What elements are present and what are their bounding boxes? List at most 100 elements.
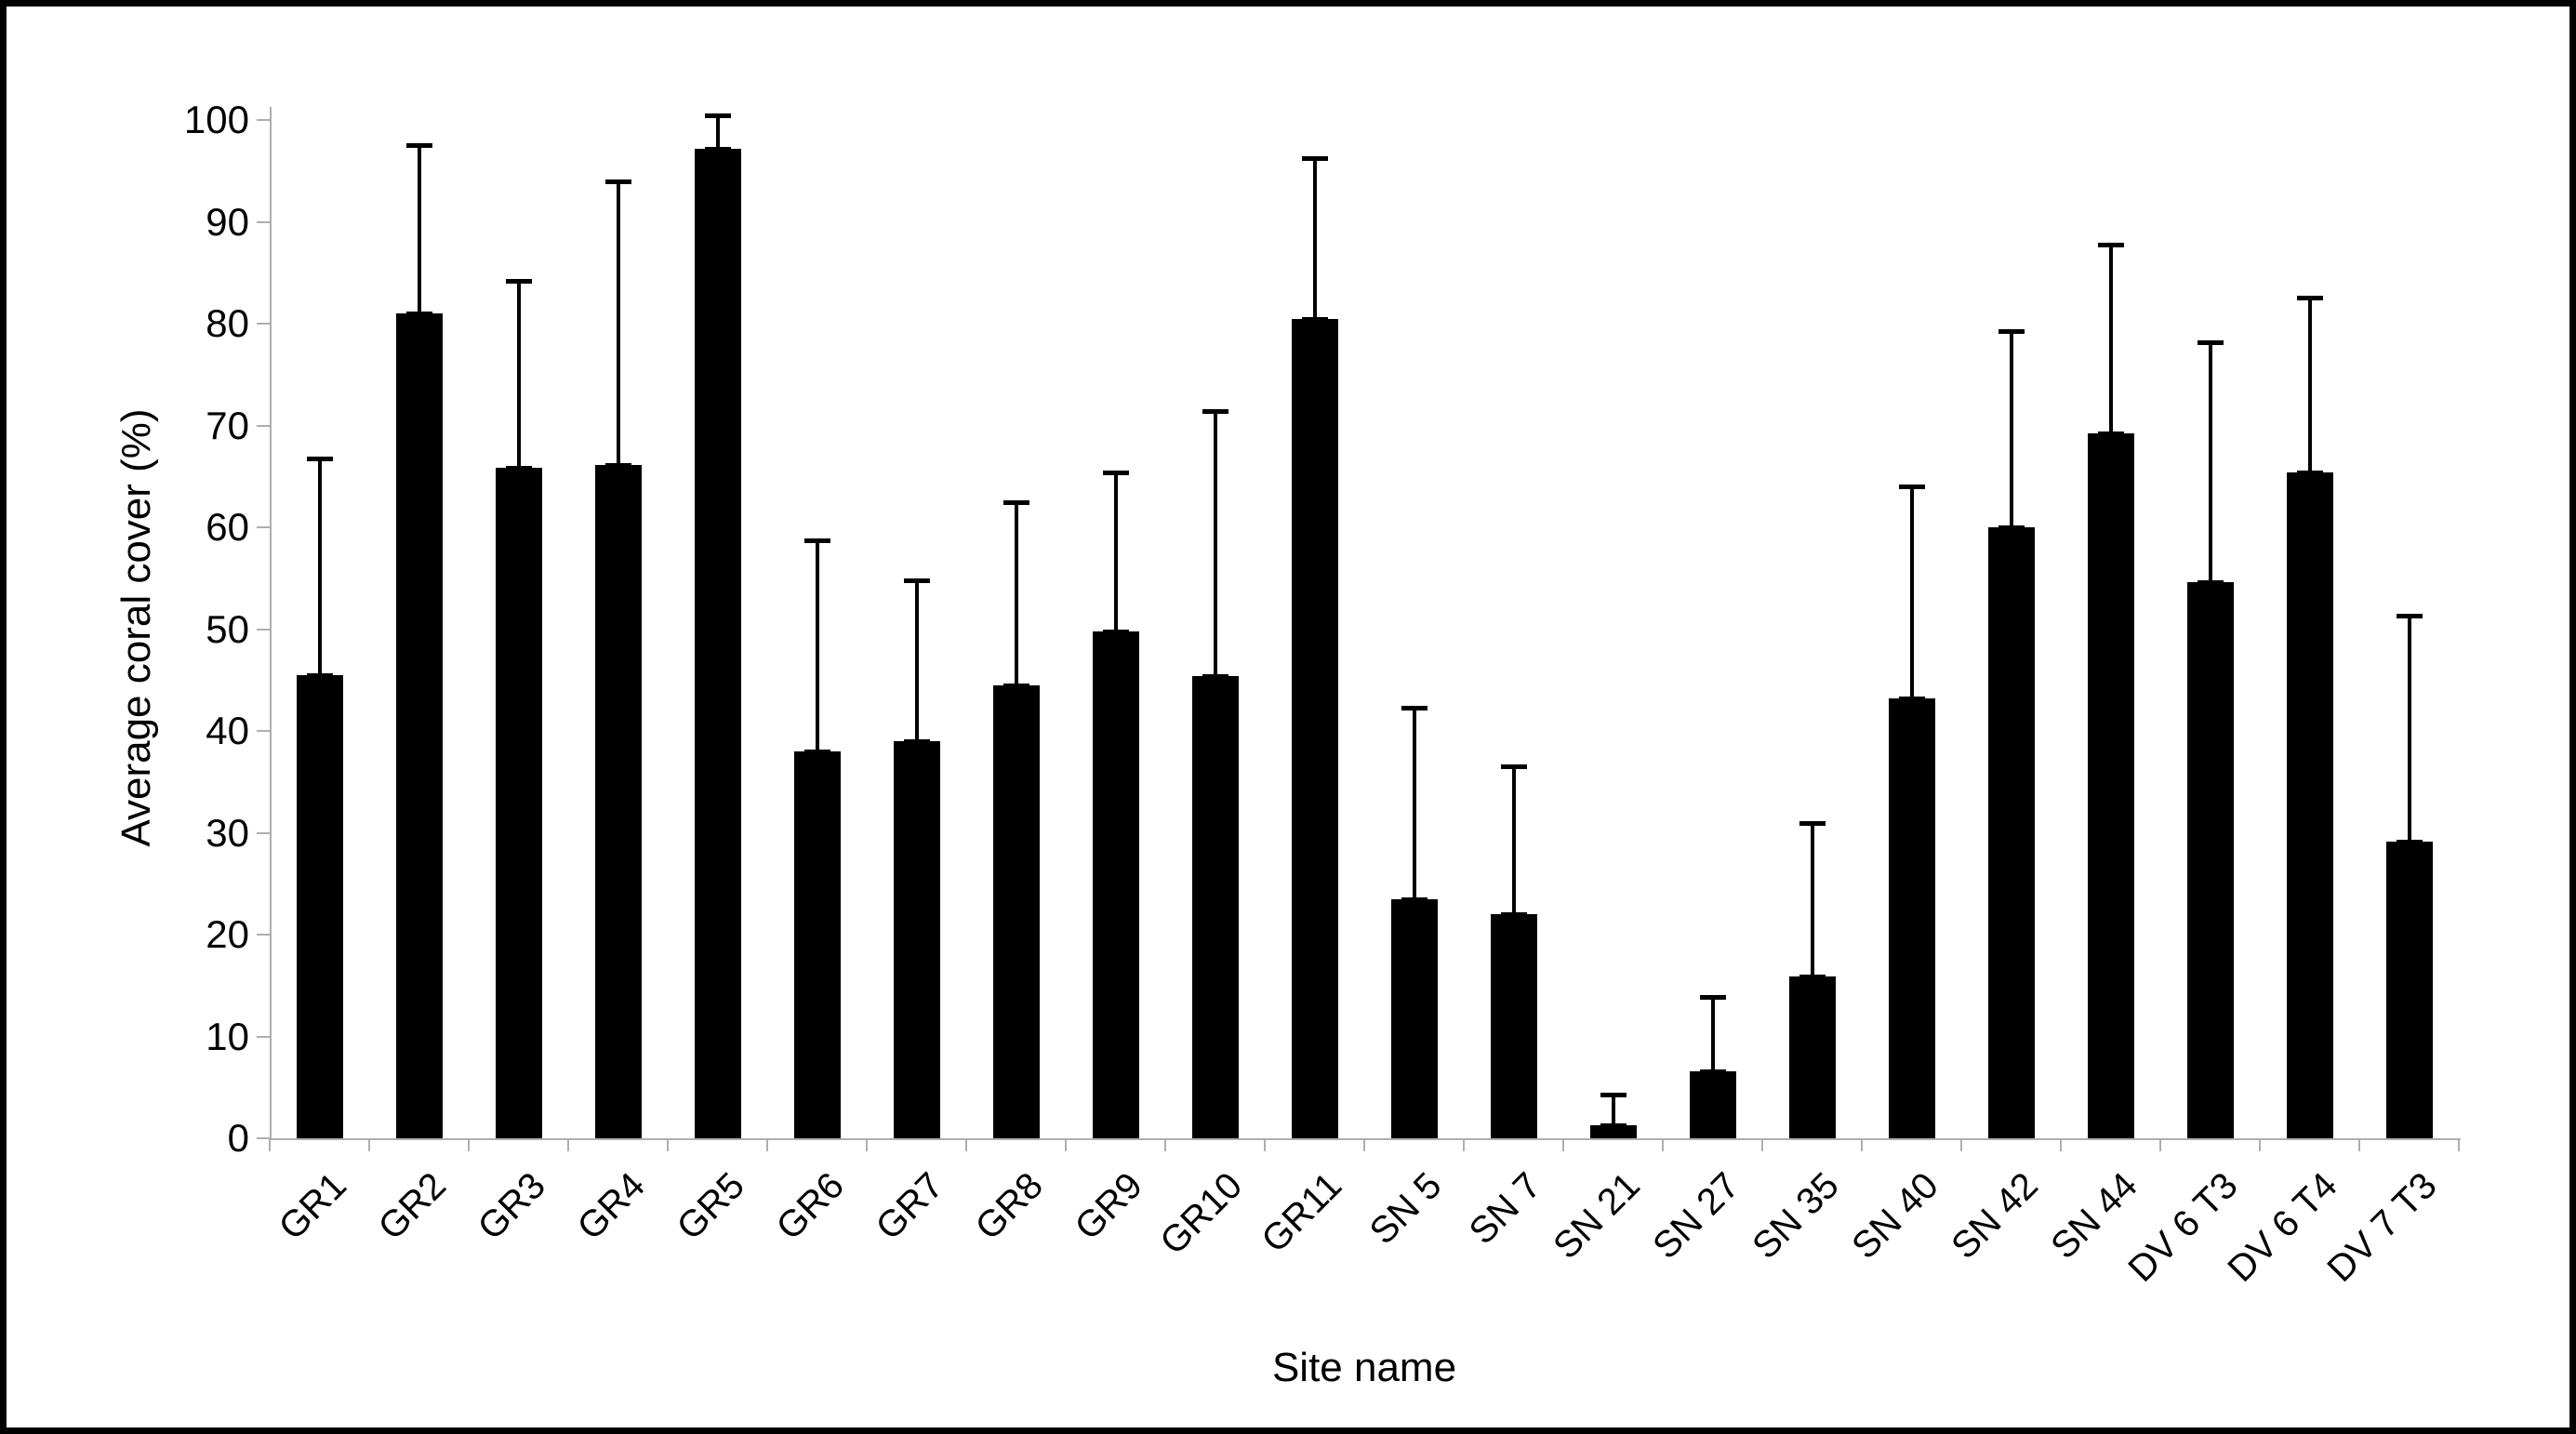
x-axis-title: Site name [1271, 1345, 1457, 1390]
y-tick-label: 60 [206, 505, 249, 549]
x-tick-label-gr10: GR10 [1152, 1164, 1251, 1263]
bar-gr4 [594, 465, 642, 1138]
y-tick-label: 20 [206, 912, 249, 956]
error-bar-bottom-cap [405, 312, 432, 317]
error-bar-line [914, 579, 919, 743]
error-bar-bottom-cap [1699, 1069, 1726, 1074]
y-tick-label: 90 [206, 199, 249, 244]
x-tick-mark [766, 1138, 768, 1151]
error-bar-bottom-cap [704, 146, 731, 152]
y-axis-title: Average coral cover (%) [113, 408, 159, 847]
error-bar-line [815, 540, 819, 753]
x-tick-mark [2458, 1138, 2460, 1151]
error-bar-bottom-cap [1102, 629, 1129, 634]
x-tick-label-gr5: GR5 [669, 1164, 753, 1248]
error-bar-line [2108, 244, 2113, 436]
bar-sn-7 [1490, 914, 1537, 1138]
x-tick-label-gr6: GR6 [768, 1164, 853, 1248]
x-tick-mark [1662, 1138, 1664, 1151]
x-tick-label-gr11: GR11 [1254, 1164, 1350, 1261]
x-tick-mark [866, 1138, 868, 1151]
error-bar-top-cap [1301, 155, 1328, 161]
error-bar-bottom-cap [1301, 316, 1328, 322]
x-tick-label-sn-40: SN 40 [1844, 1164, 1947, 1268]
error-bar-bottom-cap [1799, 974, 1826, 979]
bar-gr2 [395, 313, 443, 1138]
bar-gr5 [694, 148, 741, 1138]
error-bar-top-cap [2097, 242, 2124, 247]
error-bar-top-cap [405, 143, 432, 149]
x-tick-mark [2060, 1138, 2062, 1151]
error-bar-line [1611, 1094, 1615, 1127]
x-tick-label-sn-5: SN 5 [1361, 1164, 1450, 1253]
y-tick-label: 0 [227, 1116, 249, 1160]
y-tick-mark [257, 1137, 270, 1139]
y-tick-mark [257, 831, 270, 834]
x-tick-label-dv-6-t4: DV 6 T4 [2219, 1164, 2345, 1290]
error-bar-top-cap [2396, 614, 2423, 619]
bar-sn-42 [1987, 527, 2035, 1138]
error-bar-line [1113, 471, 1118, 633]
error-bar-line [616, 180, 620, 468]
bar-dv-6-t4 [2286, 471, 2333, 1138]
x-tick-label-dv-7-t3: DV 7 T3 [2318, 1164, 2445, 1290]
y-tick-label: 30 [206, 810, 249, 855]
y-tick-label: 10 [206, 1014, 249, 1058]
error-bar-top-cap [2197, 339, 2224, 345]
bar-gr10 [1191, 675, 1239, 1138]
y-tick-mark [257, 730, 270, 732]
y-tick-mark [257, 323, 270, 325]
bar-gr1 [296, 674, 343, 1138]
x-tick-mark [1164, 1138, 1166, 1151]
x-tick-mark [1562, 1138, 1564, 1151]
x-tick-label-sn-35: SN 35 [1745, 1164, 1848, 1268]
error-bar-line [317, 458, 322, 677]
error-bar-top-cap [1600, 1092, 1627, 1097]
error-bar-top-cap [803, 538, 830, 544]
error-bar-line [1213, 411, 1217, 678]
error-bar-line [2009, 330, 2013, 529]
y-tick-mark [257, 119, 270, 121]
x-tick-label-gr7: GR7 [868, 1164, 952, 1248]
error-bar-top-cap [1699, 994, 1726, 1000]
error-bar-bottom-cap [1003, 683, 1029, 688]
y-tick-mark [257, 424, 270, 427]
x-tick-label-sn-21: SN 21 [1546, 1164, 1649, 1268]
x-tick-mark [1761, 1138, 1763, 1151]
error-bar-bottom-cap [1202, 673, 1228, 679]
y-tick-label: 100 [183, 98, 249, 141]
error-bar-top-cap [2296, 295, 2323, 300]
x-tick-mark [2159, 1138, 2161, 1151]
x-tick-mark [2259, 1138, 2261, 1151]
error-bar-bottom-cap [1600, 1122, 1627, 1128]
y-tick-mark [257, 628, 270, 631]
bar-gr11 [1291, 318, 1338, 1138]
bar-sn-44 [2087, 433, 2134, 1138]
error-bar-line [2307, 297, 2312, 474]
x-tick-label-gr9: GR9 [1067, 1164, 1151, 1248]
bar-dv-6-t3 [2186, 582, 2234, 1138]
error-bar-top-cap [1500, 764, 1527, 770]
y-tick-mark [257, 1035, 270, 1038]
x-tick-label-gr2: GR2 [370, 1164, 455, 1248]
x-tick-label-gr1: GR1 [271, 1164, 355, 1248]
error-bar-bottom-cap [2396, 840, 2423, 845]
bar-gr9 [1092, 631, 1139, 1138]
error-bar-line [1810, 822, 1814, 978]
plot-area: 0 10 20 30 40 50 60 70 80 90 100 GR1 GR2 GR3 GR4 GR5 GR6… [7, 7, 2569, 1427]
error-bar-bottom-cap [2097, 432, 2124, 437]
bar-gr7 [893, 740, 940, 1138]
x-tick-label-gr8: GR8 [967, 1164, 1052, 1248]
x-tick-mark [667, 1138, 669, 1151]
x-tick-mark [1363, 1138, 1365, 1151]
y-tick-mark [257, 526, 270, 528]
error-bar-bottom-cap [1500, 912, 1527, 918]
error-bar-bottom-cap [306, 672, 333, 678]
error-bar-bottom-cap [903, 738, 930, 744]
y-tick-label: 80 [206, 301, 249, 345]
bar-gr8 [992, 684, 1040, 1138]
error-bar-top-cap [903, 578, 930, 583]
x-tick-label-sn-42: SN 42 [1944, 1164, 2047, 1268]
y-tick-label: 70 [206, 403, 249, 447]
